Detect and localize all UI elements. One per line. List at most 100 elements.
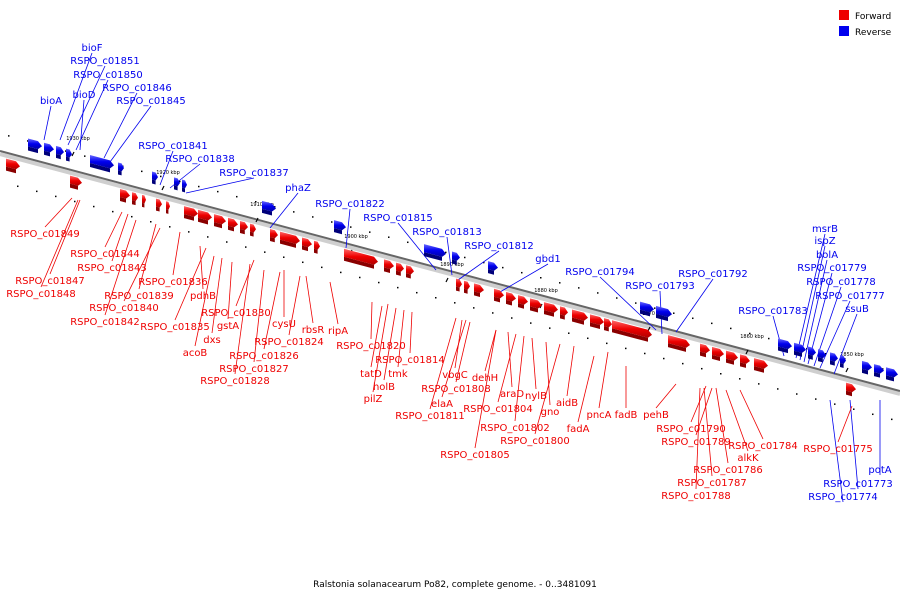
reverse-gene-label-ssub[interactable]: ssuB xyxy=(845,304,869,315)
forward-gene-label-ripa[interactable]: ripA xyxy=(328,326,348,337)
forward-gene-label-cysu[interactable]: cysU xyxy=(272,319,296,330)
forward-gene-label-tmk[interactable]: tmk xyxy=(388,369,408,380)
forward-gene-label-rspo-c01789[interactable]: RSPO_c01789 xyxy=(661,437,731,448)
forward-gene-label-rspo-c01788[interactable]: RSPO_c01788 xyxy=(661,491,731,502)
reverse-gene-label-phaz[interactable]: phaZ xyxy=(285,183,311,194)
reverse-gene-label-rspo-c01773[interactable]: RSPO_c01773 xyxy=(823,479,893,490)
forward-gene-label-rspo-c01827[interactable]: RSPO_c01827 xyxy=(219,364,289,375)
forward-gene-label-rspo-c01843[interactable]: RSPO_c01843 xyxy=(77,263,147,274)
reverse-gene-label-rspo-c01777[interactable]: RSPO_c01777 xyxy=(815,291,885,302)
forward-gene-label-tatd[interactable]: tatD xyxy=(360,369,382,380)
forward-gene-label-rspo-c01790[interactable]: RSPO_c01790 xyxy=(656,424,726,435)
forward-gene-label-rspo-c01848[interactable]: RSPO_c01848 xyxy=(6,289,76,300)
forward-gene-label-elaa[interactable]: elaA xyxy=(431,399,453,410)
forward-gene-label-rspo-c01820[interactable]: RSPO_c01820 xyxy=(336,341,406,352)
forward-gene-label-rspo-c01836[interactable]: RSPO_c01836 xyxy=(138,277,208,288)
forward-gene-label-rspo-c01811[interactable]: RSPO_c01811 xyxy=(395,411,465,422)
forward-gene-label-pilz[interactable]: pilZ xyxy=(364,394,383,405)
forward-gene-label-acob[interactable]: acoB xyxy=(183,348,208,359)
forward-gene-arrow-body xyxy=(156,198,162,208)
forward-gene-label-rspo-c01830[interactable]: RSPO_c01830 xyxy=(201,308,271,319)
scale-dot xyxy=(635,302,637,304)
forward-gene-label-rspo-c01826[interactable]: RSPO_c01826 xyxy=(229,351,299,362)
forward-gene-label-pehb[interactable]: pehB xyxy=(643,410,669,421)
forward-gene-arrow xyxy=(590,314,604,329)
forward-gene-label-rspo-c01804[interactable]: RSPO_c01804 xyxy=(463,404,533,415)
reverse-gene-label-rspo-c01822[interactable]: RSPO_c01822 xyxy=(315,199,385,210)
reverse-gene-label-rspo-c01846[interactable]: RSPO_c01846 xyxy=(102,83,172,94)
reverse-gene-label-rspo-c01841[interactable]: RSPO_c01841 xyxy=(138,141,208,152)
forward-gene-label-gsta[interactable]: gstA xyxy=(217,321,239,332)
forward-gene-label-rspo-c01835[interactable]: RSPO_c01835 xyxy=(140,322,210,333)
reverse-gene-label-biod[interactable]: bioD xyxy=(73,90,96,101)
reverse-gene-label-rspo-c01851[interactable]: RSPO_c01851 xyxy=(70,56,140,67)
forward-gene-label-rspo-c01805[interactable]: RSPO_c01805 xyxy=(440,450,510,461)
forward-gene-label-gno[interactable]: gno xyxy=(541,407,560,418)
reverse-gene-arrow-shade xyxy=(174,185,178,191)
forward-gene-arrow-shade xyxy=(544,310,554,317)
forward-gene-label-rspo-c01802[interactable]: RSPO_c01802 xyxy=(480,423,550,434)
forward-gene-leader xyxy=(305,275,314,324)
forward-gene-label-fadb[interactable]: fadB xyxy=(615,410,638,421)
reverse-gene-label-biof[interactable]: bioF xyxy=(82,43,103,54)
reverse-gene-label-bioa[interactable]: bioA xyxy=(40,96,62,107)
reverse-gene-label-rspo-c01850[interactable]: RSPO_c01850 xyxy=(73,70,143,81)
forward-gene-label-rspo-c01808[interactable]: RSPO_c01808 xyxy=(421,384,491,395)
reverse-gene-arrow-body xyxy=(794,342,806,353)
forward-gene-label-dxs[interactable]: dxs xyxy=(203,335,220,346)
reverse-gene-label-rspo-c01812[interactable]: RSPO_c01812 xyxy=(464,241,534,252)
reverse-gene-label-bola[interactable]: bolA xyxy=(816,250,838,261)
forward-gene-label-rspo-c01800[interactable]: RSPO_c01800 xyxy=(500,436,570,447)
forward-gene-label-rspo-c01839[interactable]: RSPO_c01839 xyxy=(104,291,174,302)
reverse-gene-label-rspo-c01813[interactable]: RSPO_c01813 xyxy=(412,227,482,238)
forward-gene-label-holb[interactable]: holB xyxy=(373,382,395,393)
forward-gene-label-rspo-c01844[interactable]: RSPO_c01844 xyxy=(70,249,140,260)
scale-dot xyxy=(435,297,437,299)
forward-gene-label-fada[interactable]: fadA xyxy=(567,424,590,435)
forward-gene-label-rspo-c01824[interactable]: RSPO_c01824 xyxy=(254,337,324,348)
forward-gene-label-pdhb[interactable]: pdhB xyxy=(190,291,216,302)
reverse-gene-label-rspo-c01779[interactable]: RSPO_c01779 xyxy=(797,263,867,274)
forward-gene-label-rspo-c01840[interactable]: RSPO_c01840 xyxy=(89,303,159,314)
reverse-gene-label-gbd1[interactable]: gbd1 xyxy=(535,254,560,265)
forward-gene-label-pnca[interactable]: pncA xyxy=(586,410,611,421)
forward-gene-label-rspo-c01787[interactable]: RSPO_c01787 xyxy=(677,478,747,489)
forward-gene-label-vbgc[interactable]: vbgC xyxy=(442,370,468,381)
reverse-gene-label-ispz[interactable]: ispZ xyxy=(814,236,835,247)
forward-gene-label-rspo-c01775[interactable]: RSPO_c01775 xyxy=(803,444,873,455)
forward-gene-label-dehh[interactable]: dehH xyxy=(472,373,498,384)
reverse-gene-label-rspo-c01794[interactable]: RSPO_c01794 xyxy=(565,267,635,278)
forward-gene-label-arad[interactable]: araD xyxy=(500,389,524,400)
forward-gene-label-rbsr[interactable]: rbsR xyxy=(302,325,325,336)
reverse-gene-label-rspo-c01837[interactable]: RSPO_c01837 xyxy=(219,168,289,179)
forward-gene-label-rspo-c01786[interactable]: RSPO_c01786 xyxy=(693,465,763,476)
forward-gene-arrow xyxy=(456,278,462,292)
scale-dot xyxy=(720,373,722,375)
forward-gene-label-nylb[interactable]: nylB xyxy=(525,391,547,402)
reverse-gene-label-rspo-c01783[interactable]: RSPO_c01783 xyxy=(738,306,808,317)
forward-gene-label-rspo-c01847[interactable]: RSPO_c01847 xyxy=(15,276,85,287)
reverse-gene-label-rspo-c01815[interactable]: RSPO_c01815 xyxy=(363,213,433,224)
reverse-gene-leader xyxy=(59,52,93,141)
reverse-gene-label-rspo-c01793[interactable]: RSPO_c01793 xyxy=(625,281,695,292)
reverse-gene-arrow-body xyxy=(830,352,838,362)
reverse-gene-label-msrb[interactable]: msrB xyxy=(812,224,838,235)
forward-gene-arrow xyxy=(198,209,212,225)
scale-dot xyxy=(625,347,627,350)
forward-gene-arrow-shade xyxy=(70,183,78,190)
forward-gene-leader xyxy=(837,405,853,443)
reverse-gene-label-rspo-c01838[interactable]: RSPO_c01838 xyxy=(165,154,235,165)
forward-gene-label-rspo-c01842[interactable]: RSPO_c01842 xyxy=(70,317,140,328)
forward-gene-label-alkk[interactable]: alkK xyxy=(737,453,759,464)
reverse-gene-label-pota[interactable]: potA xyxy=(868,465,891,476)
reverse-gene-label-rspo-c01792[interactable]: RSPO_c01792 xyxy=(678,269,748,280)
reverse-gene-label-rspo-c01778[interactable]: RSPO_c01778 xyxy=(806,277,876,288)
forward-gene-label-rspo-c01784[interactable]: RSPO_c01784 xyxy=(728,441,798,452)
forward-gene-label-aidb[interactable]: aidB xyxy=(556,398,578,409)
reverse-gene-label-rspo-c01774[interactable]: RSPO_c01774 xyxy=(808,492,878,503)
reverse-gene-label-rspo-c01845[interactable]: RSPO_c01845 xyxy=(116,96,186,107)
forward-gene-label-rspo-c01828[interactable]: RSPO_c01828 xyxy=(200,376,270,387)
reverse-gene-leader xyxy=(43,105,52,141)
forward-gene-label-rspo-c01814[interactable]: RSPO_c01814 xyxy=(375,355,445,366)
forward-gene-label-rspo-c01849[interactable]: RSPO_c01849 xyxy=(10,229,80,240)
